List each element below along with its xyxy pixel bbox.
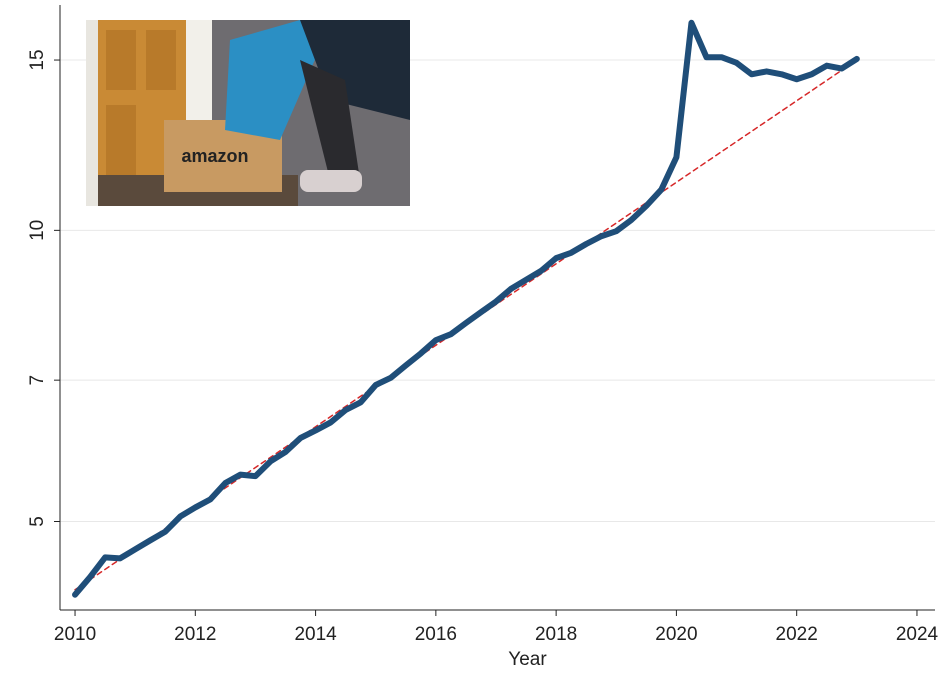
- line-series: [72, 19, 860, 598]
- x-axis-label: Year: [508, 649, 547, 670]
- x-tick-label: 2018: [535, 624, 577, 645]
- plot: 5 7 10 15 2010 2012 2014 2016 2018 2020 2022 2024: [27, 5, 939, 645]
- x-tick-label: 2024: [896, 624, 939, 645]
- y-tick-label: 5: [27, 516, 48, 527]
- y-tick-label: 15: [27, 49, 48, 70]
- x-tick-label: 2010: [54, 624, 96, 645]
- x-tick-label: 2012: [174, 624, 216, 645]
- x-tick-label: 2022: [776, 624, 818, 645]
- inset-photo: amazon: [86, 20, 410, 206]
- x-tick-label: 2016: [415, 624, 457, 645]
- y-tick-label: 10: [27, 220, 48, 241]
- x-tick-label: 2020: [655, 624, 697, 645]
- x-tick-label: 2014: [294, 624, 337, 645]
- y-tick-label: 7: [27, 375, 48, 386]
- svg-text:amazon: amazon: [181, 146, 248, 166]
